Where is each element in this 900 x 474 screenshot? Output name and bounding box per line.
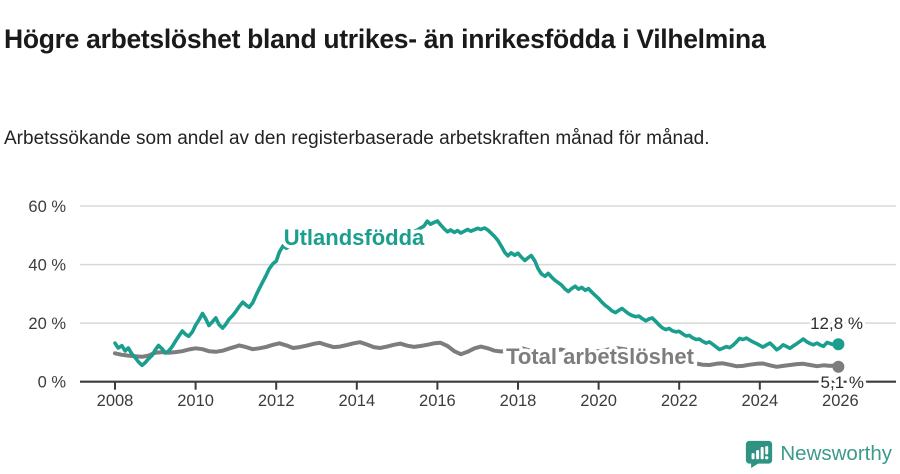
chart-subtitle: Arbetssökande som andel av den registerb…: [4, 128, 710, 149]
utlandsfodda-end-dot: [832, 338, 845, 351]
newsworthy-bubble-icon: [746, 440, 773, 468]
newsworthy-logo[interactable]: Newsworthy: [745, 440, 892, 468]
x-axis-label-2024: 2024: [741, 392, 778, 410]
total-series-label: Total arbetslöshet: [506, 344, 695, 369]
x-axis-label-2014: 2014: [338, 392, 375, 410]
total-end-dot: [832, 360, 845, 373]
y-axis-label-20: 20 %: [28, 315, 66, 333]
x-axis-label-2022: 2022: [661, 392, 698, 410]
newsworthy-wordmark: Newsworthy: [780, 442, 892, 465]
page-title: Högre arbetslöshet bland utrikes- än inr…: [4, 23, 766, 54]
y-axis-label-40: 40 %: [28, 256, 66, 274]
x-axis-label-2026: 2026: [822, 392, 859, 410]
y-axis-label-60: 60 %: [28, 198, 66, 216]
total-end-value-label: 5,1 %: [821, 373, 864, 392]
x-axis-label-2010: 2010: [177, 392, 214, 410]
y-axis-label-0: 0 %: [38, 373, 67, 391]
x-axis-label-2020: 2020: [580, 392, 617, 410]
x-axis-label-2016: 2016: [419, 392, 456, 410]
total-line: [113, 340, 841, 369]
utlandsfodda-end-value-label: 12,8 %: [810, 314, 863, 333]
utlandsfodda-series-label: Utlandsfödda: [284, 225, 425, 250]
utlandsfodda-line: [113, 219, 841, 368]
x-axis-label-2008: 2008: [97, 392, 134, 410]
x-axis-label-2012: 2012: [258, 392, 295, 410]
unemployment-line-chart: 0 % 20 % 40 % 60 % 2008 2010 2012 2014 2016 2018 2…: [28, 198, 896, 410]
x-axis-label-2018: 2018: [500, 392, 537, 410]
